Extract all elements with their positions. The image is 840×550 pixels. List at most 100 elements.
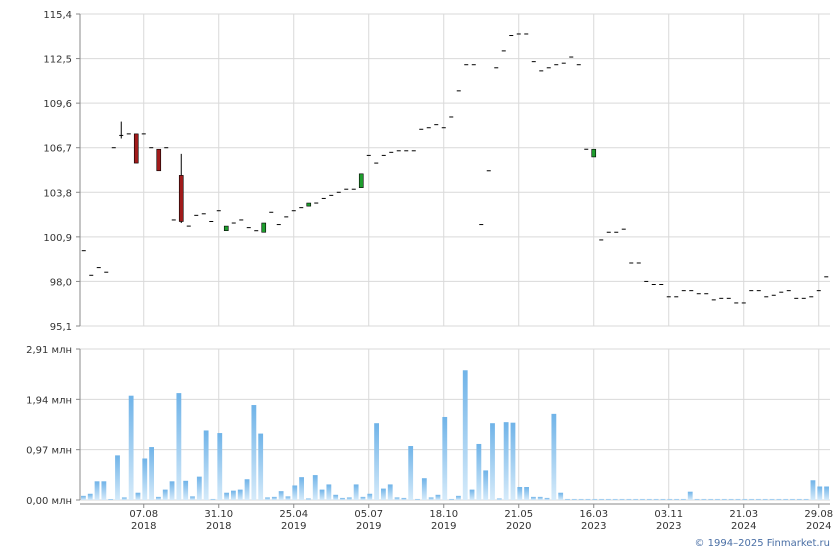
volume-bar (728, 498, 734, 500)
volume-bar (517, 487, 523, 500)
volume-bar (531, 496, 536, 500)
volume-bar (762, 498, 768, 500)
volume-bar (244, 479, 250, 500)
x-tick-label-date: 07.08 (129, 509, 158, 520)
volume-bar (667, 498, 673, 500)
volume-bar (169, 481, 175, 500)
price-grid (80, 13, 830, 327)
price-tick-label: 100,9 (43, 233, 72, 244)
volume-bar (81, 495, 86, 500)
volume-bar (633, 498, 639, 500)
volume-bar (367, 493, 373, 500)
volume-y-axis: 2,91 млн 1,94 млн 0,97 млн 0,00 млн (26, 345, 81, 507)
volume-bar (101, 481, 107, 500)
volume-bar (94, 481, 100, 500)
x-tick-label-date: 21.03 (729, 509, 758, 520)
volume-bar (237, 489, 243, 500)
volume-bar (258, 433, 264, 500)
volume-bar (271, 496, 277, 500)
volume-bar (306, 498, 311, 500)
volume-bar (449, 498, 454, 500)
volume-bar (203, 430, 209, 500)
volume-bar (824, 486, 829, 500)
volume-bar (571, 498, 577, 500)
volume-bar (551, 413, 557, 500)
volume-bar (340, 497, 345, 500)
x-tick-label-date: 18.10 (429, 509, 458, 520)
volume-bar (415, 498, 420, 500)
x-tick-label-year: 2019 (281, 521, 306, 532)
volume-bar (108, 499, 114, 500)
volume-bar (796, 498, 802, 500)
volume-bar (721, 498, 727, 500)
volume-bar (578, 498, 584, 500)
volume-bar (490, 423, 495, 500)
x-tick-label-year: 2020 (506, 521, 531, 532)
volume-bar (353, 484, 359, 500)
x-tick-label-date: 31.10 (204, 509, 233, 520)
volume-bar (299, 477, 304, 500)
volume-bar (121, 497, 127, 500)
volume-bar (776, 498, 782, 500)
volume-bar (394, 497, 400, 500)
volume-bar (224, 492, 229, 500)
volume-bar (483, 470, 489, 500)
x-tick-label-date: 21.05 (504, 509, 533, 520)
candle-body (156, 148, 162, 172)
volume-bar (333, 494, 339, 500)
volume-bar (435, 494, 441, 500)
price-y-axis: 115,4 112,5 109,6 106,7 103,8 100,9 98,0 95,1 (43, 10, 81, 333)
volume-bar (653, 498, 659, 500)
price-tick-label: 98,0 (50, 277, 72, 288)
volume-bar (496, 498, 502, 500)
volume-bar (135, 492, 141, 500)
candle-body (178, 175, 184, 222)
volume-bar (292, 485, 298, 500)
volume-bar (735, 498, 741, 500)
volume-bar (544, 497, 550, 500)
x-tick-label-date: 16.03 (579, 509, 608, 520)
volume-bar (442, 416, 448, 500)
volume-bar (769, 498, 775, 500)
volume-bar (462, 370, 468, 500)
volume-bar (476, 443, 482, 500)
candle-body (591, 148, 597, 158)
volume-bar (715, 498, 720, 500)
volume-bar (326, 484, 332, 500)
volume-tick-label: 0,97 млн (26, 446, 72, 457)
volume-bar (156, 496, 161, 500)
x-tick-label-date: 29.08 (804, 509, 833, 520)
candle-body (358, 173, 364, 188)
volume-bar (428, 497, 434, 500)
volume-bar (592, 498, 598, 500)
volume-bar (285, 496, 291, 500)
volume-bar (142, 458, 148, 500)
candle-body (133, 133, 139, 164)
volume-bar (278, 491, 284, 500)
volume-bar (190, 496, 195, 500)
volume-tick-label: 2,91 млн (26, 345, 72, 356)
candle-body (306, 202, 312, 207)
volume-bar (537, 496, 543, 500)
x-tick-label-date: 05.07 (354, 509, 383, 520)
volume-bar (626, 498, 632, 500)
volume-bar (646, 498, 652, 500)
copyright-link[interactable]: © 1994–2025 Finmarket.ru (694, 538, 830, 549)
volume-bar (612, 498, 618, 500)
volume-bar (469, 489, 475, 500)
x-tick-label-year: 2019 (356, 521, 381, 532)
x-tick-label-year: 2018 (131, 521, 156, 532)
volume-bar (619, 498, 625, 500)
volume-tick-label: 1,94 млн (26, 395, 72, 406)
volume-bar (319, 489, 325, 500)
volume-bar (115, 455, 120, 500)
x-tick-label-year: 2023 (581, 521, 606, 532)
x-axis: 07.08201831.10201825.04201905.07201918.1… (80, 503, 833, 532)
volume-bar (87, 493, 93, 500)
volume-bar (421, 478, 427, 500)
volume-bar (810, 480, 816, 500)
volume-tick-label: 0,00 млн (26, 496, 72, 507)
volume-bar (565, 498, 570, 500)
volume-bar (599, 498, 604, 500)
